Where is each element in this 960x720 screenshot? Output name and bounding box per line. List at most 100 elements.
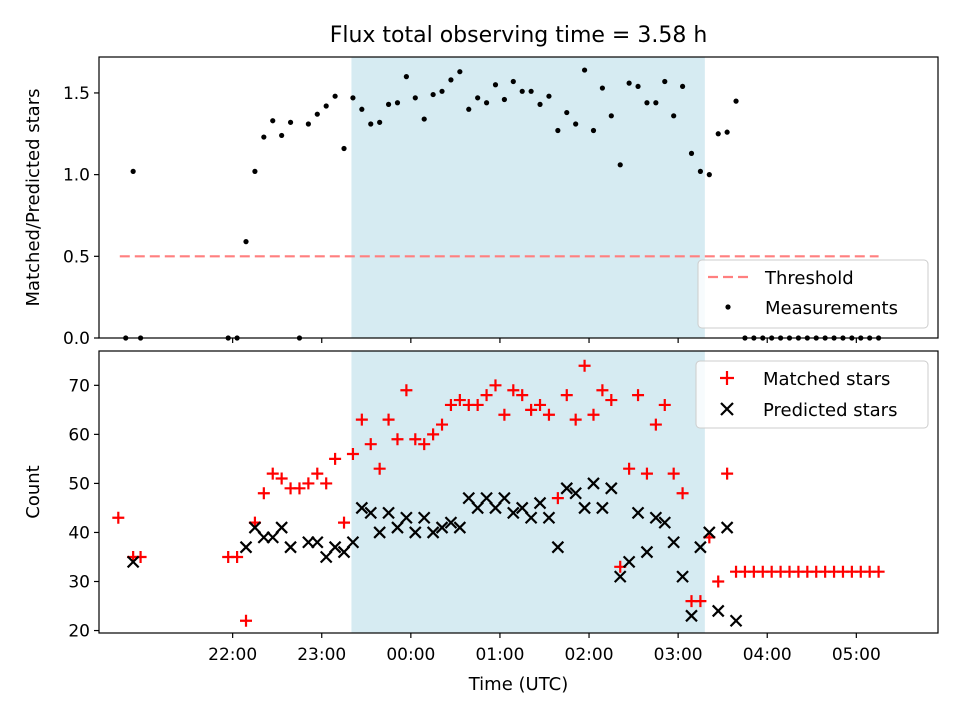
matched-star-point (400, 384, 413, 397)
measurement-point (332, 93, 338, 99)
matched-star-point (329, 452, 342, 465)
measurement-point (412, 95, 418, 101)
matched-star-point (640, 467, 653, 480)
top-x-ticks (232, 338, 857, 343)
matched-star-point (712, 575, 725, 588)
matched-star-point (587, 408, 600, 421)
predicted-star-point (400, 511, 413, 525)
matched-star-point (623, 462, 636, 475)
x-tick-label: 01:00 (475, 645, 524, 665)
y-tick-label: 20 (68, 622, 90, 642)
predicted-star-point (658, 516, 672, 529)
measurement-point (608, 113, 614, 119)
matched-star-point (525, 403, 538, 416)
matched-star-point (578, 359, 591, 372)
matched-star-point (231, 550, 244, 563)
y-tick-label: 30 (68, 573, 90, 593)
predicted-star-point (507, 506, 520, 520)
predicted-star-point (257, 531, 271, 544)
legend-threshold-label: Threshold (764, 268, 854, 289)
y-tick-label: 50 (68, 474, 90, 494)
matched-star-point (338, 516, 351, 529)
predicted-star-point (613, 570, 627, 583)
matched-star-point (516, 389, 529, 402)
predicted-star-point (471, 501, 484, 515)
bottom-panel: 20 30 40 50 60 70 22:00 23:00 00:00 01:00 02:00 03… (23, 350, 939, 695)
predicted-star-point (703, 526, 716, 539)
matched-star-point (346, 447, 359, 460)
measurement-point (555, 127, 561, 134)
top-y-ticks: 0.0 0.5 1.0 1.5 (63, 84, 99, 349)
y-tick-label: 0.5 (63, 247, 90, 267)
predicted-star-point (453, 521, 467, 534)
measurement-point (688, 150, 695, 156)
measurement-point (457, 69, 463, 75)
matched-star-point (498, 408, 511, 421)
y-tick-label: 40 (68, 523, 90, 543)
measurement-point (599, 85, 606, 91)
measurement-point (644, 100, 650, 106)
predicted-star-point (435, 521, 449, 534)
predicted-star-point (489, 501, 502, 515)
predicted-star-point (649, 511, 663, 525)
predicted-star-point (426, 526, 440, 539)
matched-star-point (364, 438, 377, 451)
measurement-point (715, 131, 721, 137)
matched-star-point (240, 614, 253, 627)
measurement-point (697, 168, 704, 174)
predicted-star-point (515, 501, 529, 515)
matched-star-point (569, 413, 582, 426)
matched-star-point (134, 550, 147, 563)
predicted-star-point (364, 506, 378, 520)
observing-window-top (351, 57, 705, 338)
matched-star-point (311, 467, 324, 480)
measurement-point (733, 98, 739, 104)
x-tick-label: 02:00 (565, 645, 614, 665)
predicted-star-point (302, 535, 315, 549)
predicted-star-point (498, 491, 511, 505)
measurement-point (421, 116, 427, 122)
matched-star-point (453, 394, 466, 407)
measurement-point (403, 74, 409, 80)
matched-star-point (427, 428, 440, 441)
bottom-y-axis-label: Count (23, 465, 44, 518)
matched-star-point (373, 462, 386, 475)
predicted-star-point (640, 545, 654, 559)
top-axes-frame (98, 56, 939, 339)
measurement-point (130, 168, 136, 174)
predicted-star-point (720, 521, 734, 534)
measurement-point (261, 134, 267, 140)
matched-star-point (489, 379, 502, 392)
measurement-point (359, 106, 365, 112)
x-tick-label: 00:00 (386, 645, 435, 665)
legend-matched-label: Matched stars (763, 369, 890, 390)
measurement-point (394, 100, 401, 106)
x-axis-label: Time (UTC) (468, 674, 569, 695)
predicted-star-point (391, 521, 404, 534)
measurement-point (252, 168, 258, 174)
predicted-star-point (631, 506, 645, 520)
predicted-star-point (542, 511, 556, 525)
x-tick-label: 05:00 (832, 645, 881, 665)
measurement-point (537, 101, 543, 107)
measurement-point (617, 162, 623, 168)
legend-measurements-swatch (725, 304, 731, 310)
legend-measurements-label: Measurements (765, 298, 898, 319)
measurement-point (626, 80, 632, 86)
measurement-point (314, 111, 320, 117)
matched-star-point (480, 389, 493, 402)
measurement-point (475, 95, 481, 101)
x-tick-label: 04:00 (743, 645, 792, 665)
predicted-star-point (711, 604, 725, 618)
matched-star-point (721, 467, 734, 480)
y-tick-label: 60 (68, 425, 90, 445)
measurement-point (635, 83, 641, 90)
measurement-point (287, 119, 294, 125)
matched-star-point (676, 487, 689, 500)
predicted-star-point (275, 521, 288, 534)
predicted-star-point (126, 555, 140, 569)
measurement-point (243, 239, 249, 245)
measurement-point (519, 88, 525, 94)
matched-star-point (667, 467, 680, 480)
matched-star-point (444, 398, 457, 411)
